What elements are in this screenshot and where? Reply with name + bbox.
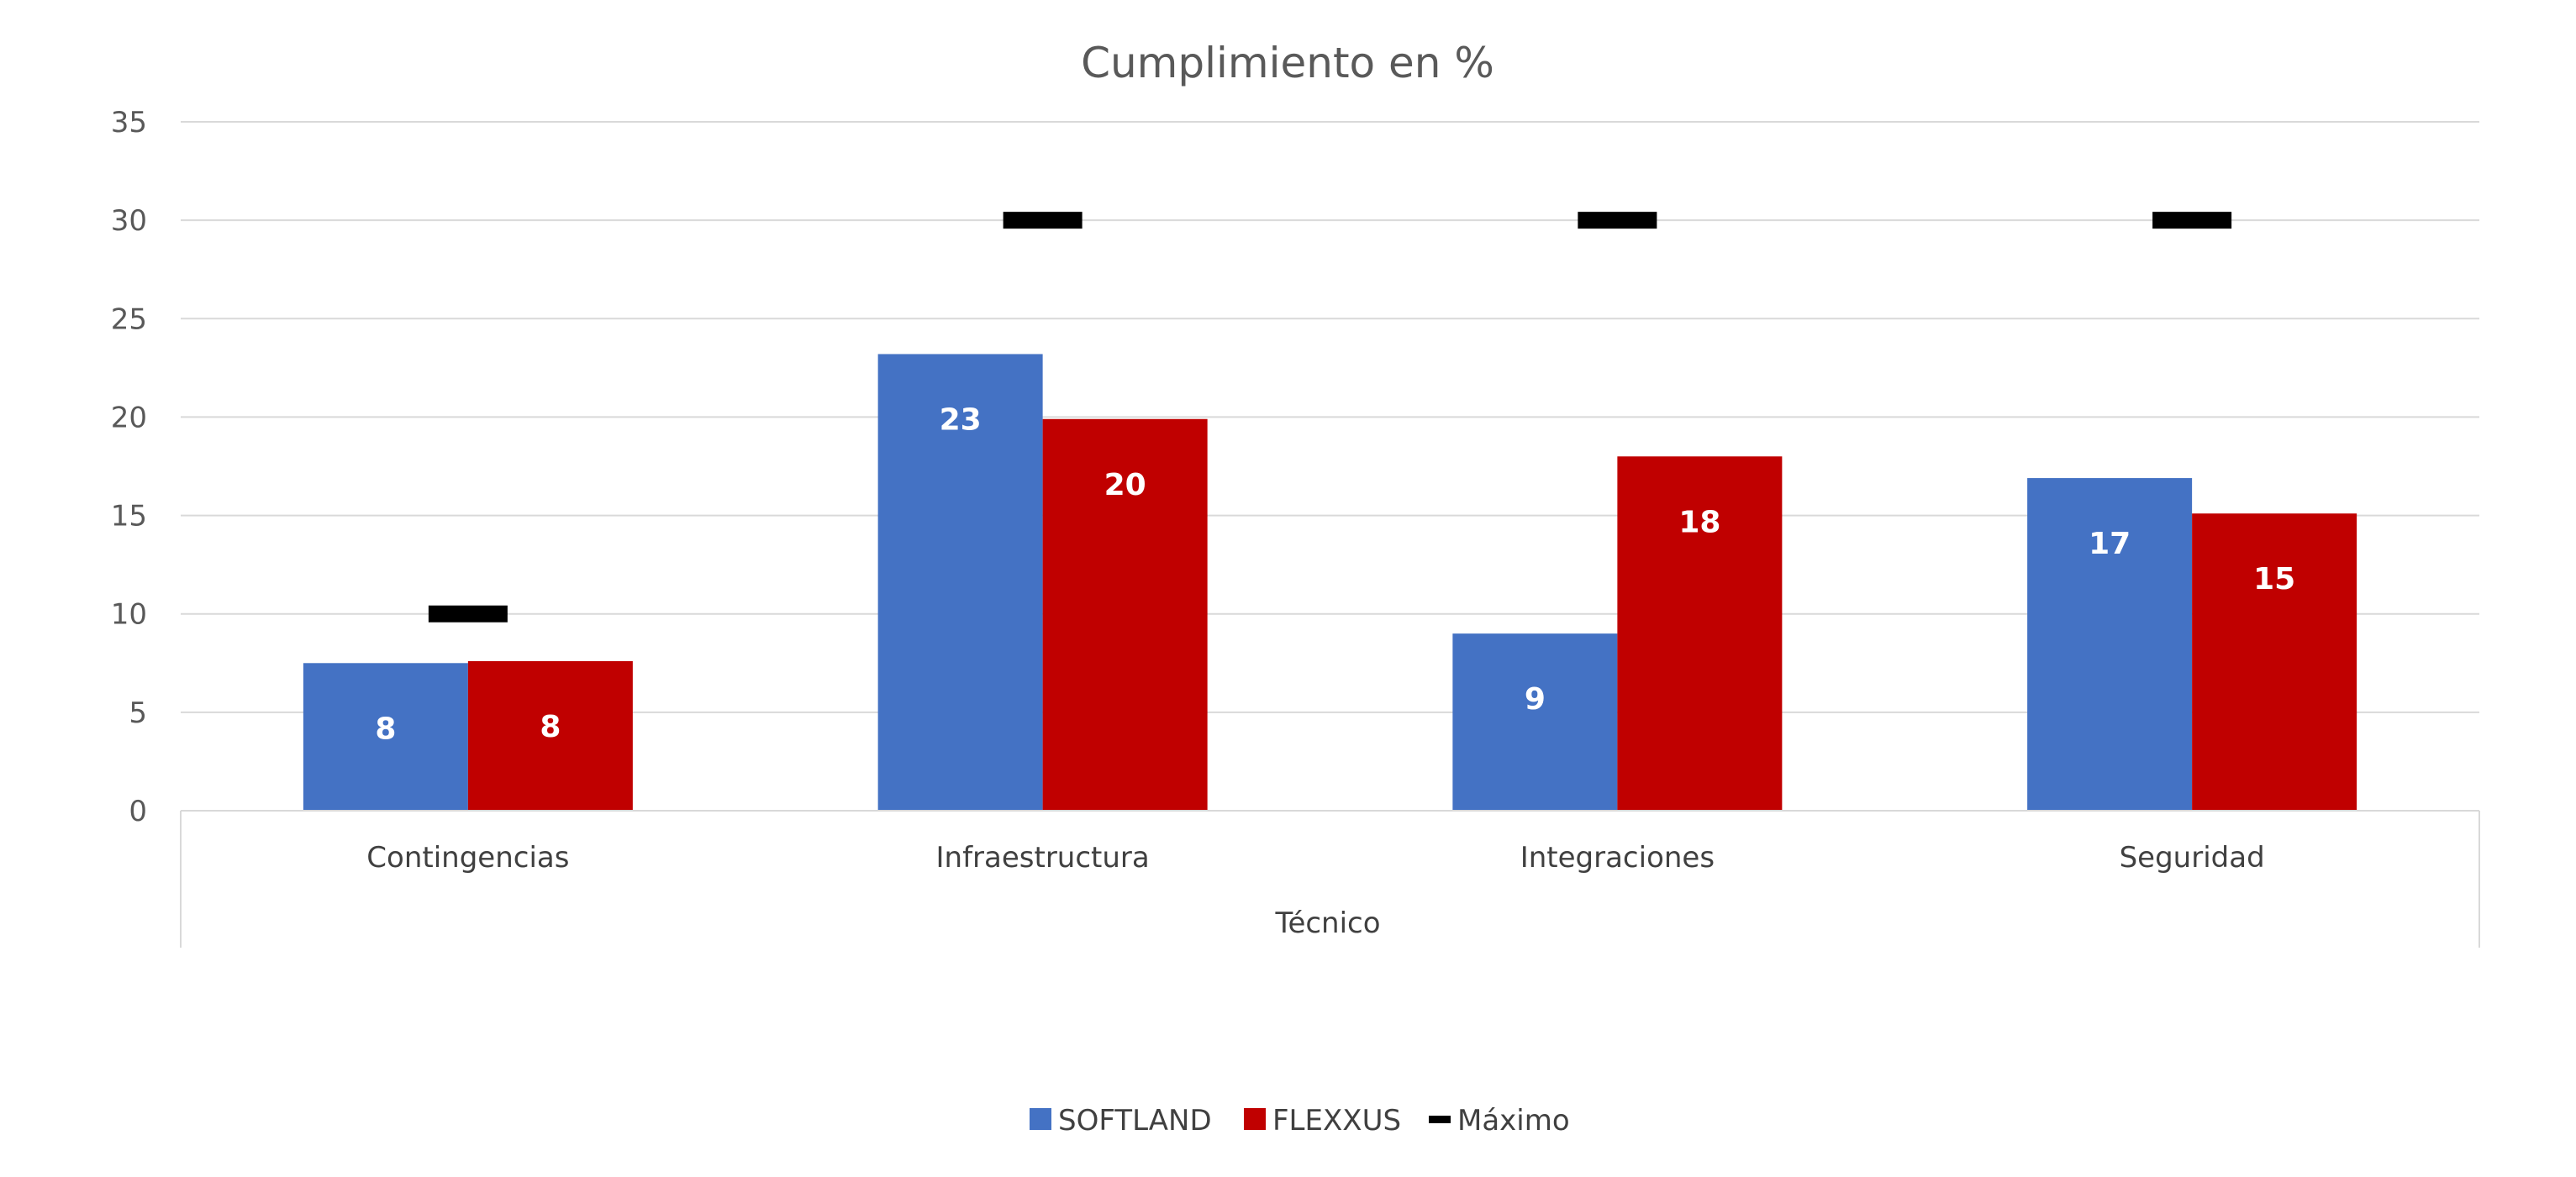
marker-maximo-integraciones	[1578, 212, 1657, 229]
bar-softland-seguridad	[2027, 478, 2193, 811]
data-label: 23	[940, 402, 982, 437]
data-label: 17	[2089, 527, 2131, 561]
data-label: 8	[375, 712, 396, 746]
chart-title: Cumplimiento en %	[1081, 39, 1494, 87]
legend-label: SOFTLAND	[1058, 1104, 1212, 1138]
y-tick-label: 0	[129, 795, 147, 828]
bar-softland-contingencias	[303, 663, 468, 811]
data-label: 15	[2253, 562, 2295, 596]
legend-swatch-flexxus	[1244, 1108, 1266, 1130]
data-label: 18	[1678, 505, 1720, 539]
legend-label: Máximo	[1457, 1104, 1570, 1138]
y-tick-label: 25	[111, 302, 147, 336]
legend-swatch-maximo	[1429, 1116, 1451, 1123]
y-tick-label: 30	[111, 204, 147, 238]
y-tick-label: 15	[111, 500, 147, 533]
legend-swatch-softland	[1030, 1108, 1051, 1130]
bar-flexxus-contingencias	[467, 660, 633, 811]
bar-flexxus-infraestructura	[1042, 418, 1208, 811]
x-category-label: Seguridad	[2120, 841, 2265, 875]
x-category-label: Infraestructura	[936, 841, 1150, 875]
y-tick-label: 5	[129, 696, 147, 730]
bars: 8 8 23 20 9 18 17 15	[303, 212, 2357, 811]
gridlines	[181, 121, 2479, 713]
x-category-label: Contingencias	[366, 841, 569, 875]
legend: SOFTLAND FLEXXUS Máximo	[1030, 1104, 1570, 1138]
data-label: 8	[540, 710, 561, 744]
bar-softland-integraciones	[1452, 633, 1618, 811]
data-label: 20	[1104, 468, 1146, 502]
x-category-label: Integraciones	[1520, 841, 1715, 875]
bar-flexxus-seguridad	[2192, 513, 2357, 811]
marker-maximo-contingencias	[428, 605, 508, 623]
axes: 0 5 10 15 20 25 30 35 Contingencias Infraestructu…	[111, 106, 2480, 948]
legend-label: FLEXXUS	[1272, 1104, 1401, 1138]
marker-maximo-seguridad	[2152, 212, 2232, 229]
y-tick-label: 20	[111, 401, 147, 434]
y-tick-label: 10	[111, 598, 147, 632]
marker-maximo-infraestructura	[1003, 212, 1083, 229]
bar-softland-infraestructura	[877, 354, 1043, 811]
y-tick-label: 35	[111, 106, 147, 139]
data-label: 9	[1525, 682, 1546, 717]
bar-flexxus-integraciones	[1617, 456, 1783, 811]
group-axis-label: Técnico	[1274, 906, 1380, 940]
